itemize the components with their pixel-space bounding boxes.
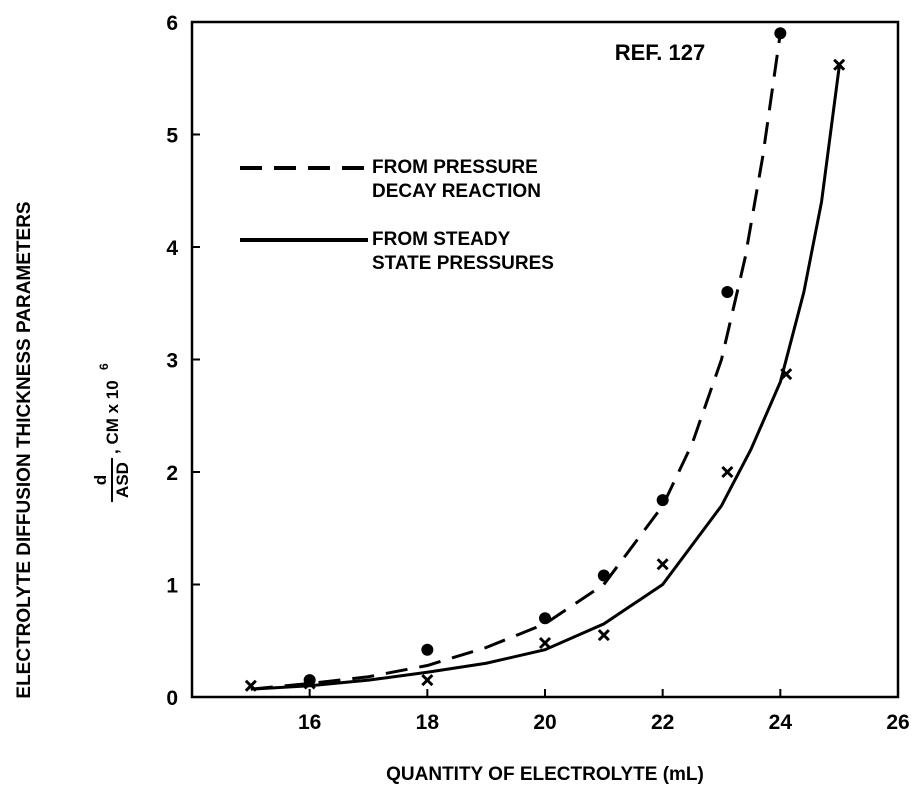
y-label-exponent: 6 (97, 363, 111, 370)
fit-curve (250, 66, 841, 691)
data-point (421, 643, 434, 656)
y-label-numerator: d (91, 475, 110, 485)
data-point (656, 494, 669, 507)
fit-curve (250, 33, 782, 691)
y-label-unit: , CM x 10 (103, 380, 122, 454)
x-tick-label: 18 (416, 711, 440, 734)
data-point (833, 58, 846, 71)
y-tick-label: 3 (166, 350, 178, 373)
y-label-denominator: ASD (113, 462, 132, 498)
data-point (780, 368, 793, 381)
data-point (656, 558, 669, 571)
plot-frame (190, 20, 900, 699)
data-point (303, 677, 316, 690)
data-point (303, 674, 316, 687)
data-point (538, 636, 552, 650)
data-point (539, 612, 551, 625)
legend-label: FROM PRESSURE DECAY REACTION (372, 157, 541, 202)
data-point (597, 629, 610, 642)
data-point (721, 286, 734, 298)
data-point (774, 27, 787, 40)
annotation: REF. 127 (615, 40, 706, 65)
y-tick-label: 6 (166, 12, 178, 35)
x-tick-label: 24 (769, 711, 793, 734)
y-tick-label: 4 (166, 237, 178, 260)
x-tick-label: 16 (298, 711, 321, 734)
y-axis-label: ELECTROLYTE DIFFUSION THICKNESS PARAMETE… (14, 201, 35, 698)
y-tick-label: 0 (166, 687, 178, 710)
data-point (597, 569, 610, 582)
data-point (244, 679, 257, 692)
legend-label: FROM STEADY STATE PRESSURES (372, 229, 554, 274)
x-axis-label: QUANTITY OF ELECTROLYTE (mL) (386, 764, 704, 785)
x-tick-label: 26 (886, 711, 909, 734)
x-tick-label: 22 (651, 711, 674, 734)
y-axis-label-2: d ASD , CM x 10 6 (91, 363, 132, 502)
y-tick-label: 2 (166, 462, 178, 485)
y-tick-label: 1 (166, 575, 178, 598)
data-point (421, 674, 434, 687)
x-tick-label: 20 (533, 711, 556, 734)
data-point (721, 465, 734, 479)
y-tick-label: 5 (166, 125, 178, 148)
